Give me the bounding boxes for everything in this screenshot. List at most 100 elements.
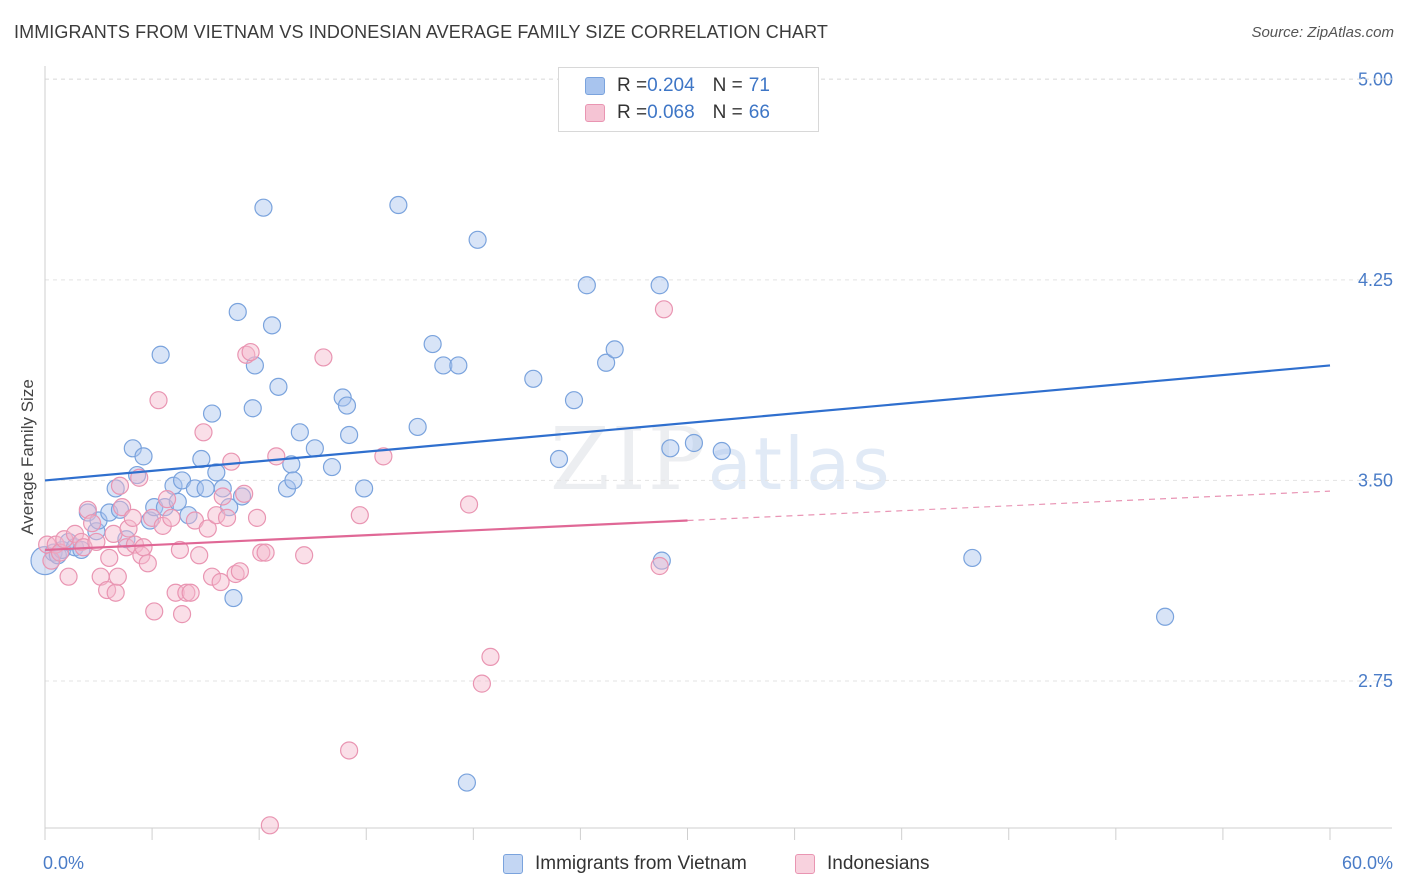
indonesian-point <box>177 583 196 602</box>
legend: R = 0.204 N = 71 R = 0.068 N = 66 <box>558 67 819 132</box>
vietnam-point <box>712 441 731 461</box>
indonesian-point <box>481 647 500 666</box>
indonesian-point <box>145 602 164 621</box>
indonesian-point <box>112 498 132 517</box>
vietnam-point <box>269 377 288 396</box>
vietnam-point <box>224 588 243 608</box>
indonesian-point <box>181 583 200 602</box>
legend-row-indonesians: R = 0.068 N = 66 <box>585 101 770 125</box>
indonesian-point <box>222 452 241 471</box>
indonesian-point <box>83 514 102 533</box>
bottom-legend-label: Indonesians <box>827 853 930 874</box>
vietnam-point <box>524 369 543 388</box>
indonesian-trendline-extension <box>687 490 1331 522</box>
vietnam-point <box>284 471 303 490</box>
vietnam-point <box>340 425 359 445</box>
y-tick-label: 3.50 <box>1358 470 1393 490</box>
bottom-legend-label: Immigrants from Vietnam <box>535 853 747 874</box>
indonesian-point <box>130 468 149 487</box>
bottom-legend-swatch-blue <box>503 854 523 874</box>
indonesian-point <box>162 508 181 527</box>
watermark-zip: ZIP <box>550 410 708 510</box>
y-tick-label: 2.75 <box>1358 671 1393 691</box>
indonesian-point <box>185 511 205 530</box>
indonesian-point <box>350 506 369 525</box>
indonesian-point <box>650 556 669 576</box>
legend-swatch-blue <box>585 77 605 95</box>
vietnam-trendline <box>44 364 1331 482</box>
vietnam-point <box>305 439 324 458</box>
indonesian-point <box>211 572 230 592</box>
legend-r-label: R = <box>617 75 648 96</box>
indonesian-point <box>207 506 226 525</box>
vietnam-point <box>322 457 342 477</box>
indonesian-point <box>230 562 249 581</box>
indonesian-point <box>78 500 97 519</box>
indonesian-point <box>166 583 185 602</box>
vietnam-point <box>564 391 584 410</box>
vietnam-point <box>151 345 170 364</box>
indonesian-point <box>110 476 130 495</box>
indonesian-point <box>295 546 314 565</box>
indonesian-point <box>202 567 222 586</box>
indonesian-trendline <box>44 519 688 552</box>
indonesian-point <box>119 519 138 538</box>
indonesian-point <box>194 423 213 442</box>
vietnam-point <box>254 198 273 217</box>
indonesian-point <box>190 546 209 565</box>
legend-swatch-pink <box>585 104 605 122</box>
vietnam-point <box>468 230 487 249</box>
indonesian-point <box>106 583 125 602</box>
vietnam-point <box>202 404 222 423</box>
vietnam-point <box>577 276 596 295</box>
vietnam-point <box>196 479 215 498</box>
indonesian-point <box>256 543 275 562</box>
vietnam-point <box>172 471 192 490</box>
indonesian-point <box>172 605 192 624</box>
x-tick-label: 0.0% <box>43 853 84 873</box>
legend-row-vietnam: R = 0.204 N = 71 <box>585 74 770 98</box>
legend-n-value: 66 <box>748 102 770 123</box>
vietnam-point <box>134 447 153 466</box>
vietnam-point <box>423 334 442 354</box>
legend-r-value: 0.204 <box>647 75 695 96</box>
legend-n-label: N = <box>712 102 743 123</box>
vietnam-point <box>434 356 453 375</box>
indonesian-point <box>149 391 168 410</box>
vietnam-point <box>605 340 624 359</box>
legend-n-label: N = <box>712 75 743 96</box>
vietnam-point <box>355 479 374 498</box>
vietnam-point <box>337 396 357 415</box>
vietnam-point <box>243 399 262 418</box>
vietnam-point <box>228 302 247 322</box>
vietnam-point <box>684 433 704 453</box>
indonesian-point <box>134 538 153 557</box>
indonesian-point <box>87 532 106 552</box>
indonesian-point <box>260 816 279 835</box>
vietnam-point <box>408 417 427 437</box>
vietnam-point <box>650 276 669 295</box>
source-label: Source: ZipAtlas.com <box>1251 24 1394 41</box>
indonesian-point <box>157 490 177 509</box>
vietnam-point <box>597 353 616 372</box>
indonesian-point <box>59 567 78 586</box>
vietnam-point <box>232 487 252 506</box>
indonesian-point <box>170 540 190 560</box>
indonesian-point <box>252 543 271 562</box>
indonesian-point <box>217 508 237 527</box>
vietnam-point <box>168 492 187 511</box>
indonesian-point <box>267 447 286 466</box>
vietnam-point <box>457 773 477 792</box>
vietnam-point <box>282 455 301 474</box>
indonesian-point <box>340 741 359 760</box>
legend-r-label: R = <box>617 102 648 123</box>
watermark: ZIPatlas <box>550 410 892 510</box>
indonesian-point <box>198 519 217 538</box>
vietnam-point <box>290 423 309 442</box>
vietnam-point <box>661 439 680 458</box>
indonesian-point <box>472 674 491 693</box>
chart-title: IMMIGRANTS FROM VIETNAM VS INDONESIAN AV… <box>14 22 828 42</box>
indonesian-point <box>459 495 479 514</box>
indonesian-point <box>123 508 142 527</box>
